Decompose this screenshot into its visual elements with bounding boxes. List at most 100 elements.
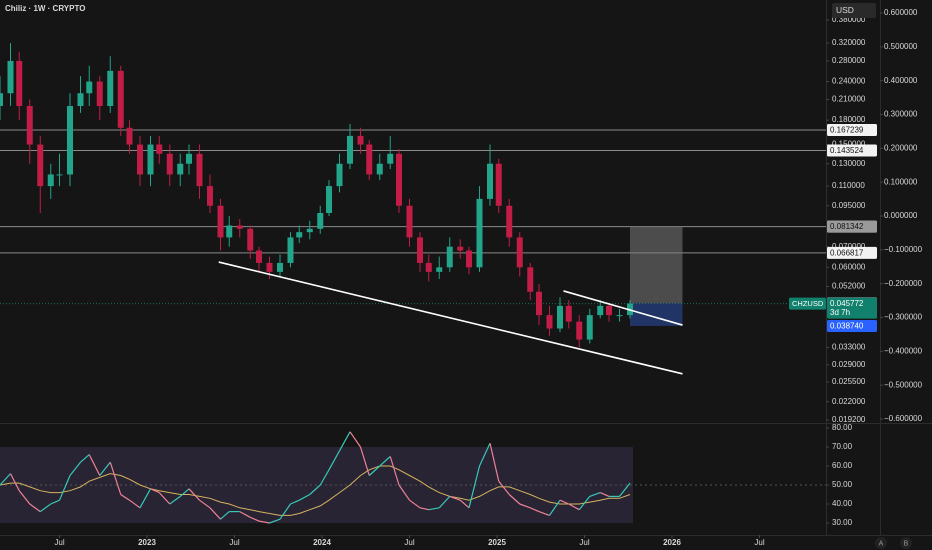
candle-body — [446, 246, 453, 268]
rsi-segment — [409, 499, 421, 509]
stop-tag-box — [827, 319, 877, 332]
candle-body — [296, 232, 303, 238]
rsi-segment — [309, 484, 321, 495]
rsi-segment — [279, 503, 291, 520]
candle-body — [86, 81, 93, 94]
rsi-segment — [578, 496, 591, 511]
y2-tick-label: −0.200000 — [884, 279, 923, 288]
rsi-segment — [120, 493, 130, 501]
x-tick-label: Jul — [404, 538, 414, 547]
candle-body — [107, 70, 114, 107]
currency[interactable]: USD — [836, 5, 854, 15]
candle-body — [156, 144, 163, 154]
currency-box[interactable] — [832, 3, 876, 18]
candle-body — [366, 144, 373, 175]
y2-tick-label: 0.300000 — [884, 110, 918, 119]
x-tick-label: Jul — [579, 538, 589, 547]
rsi-segment — [538, 511, 550, 516]
level-tag: 0.066817 — [830, 249, 864, 258]
candle-body — [277, 262, 283, 272]
candle-body — [196, 153, 203, 187]
candle-body — [177, 163, 184, 175]
candle-body — [186, 153, 192, 164]
rsi-segment — [368, 465, 381, 476]
rsi-segment — [379, 456, 391, 467]
rsi-segment — [88, 454, 101, 476]
y-tick-label: 0.150000 — [832, 140, 866, 149]
rsi-segment — [139, 488, 152, 509]
rsi-segment — [199, 499, 211, 509]
y2-tick-label: 0.600000 — [884, 8, 918, 17]
rsi-segment — [18, 490, 31, 505]
symbol-title: Chiliz · 1W · CRYPTO — [5, 4, 85, 13]
rsi-segment — [69, 461, 81, 476]
last-price: 0.045772 — [830, 299, 864, 308]
candle-body — [37, 144, 44, 187]
last-price-box — [827, 297, 877, 319]
candle-body — [47, 174, 54, 187]
candle-body — [236, 225, 243, 229]
footer-button-label[interactable]: A — [879, 540, 884, 547]
level-tag-box — [827, 144, 877, 157]
candle-body — [597, 305, 604, 316]
footer-button[interactable] — [875, 537, 887, 549]
rsi-segment — [58, 475, 71, 501]
rsi-segment — [150, 488, 160, 494]
y2-tick-label: −0.500000 — [884, 380, 923, 389]
rsi-segment — [158, 492, 171, 505]
y2-tick-label: −0.300000 — [884, 313, 923, 322]
trend-line — [563, 290, 683, 326]
candle-body — [527, 267, 534, 292]
footer-button-label[interactable]: B — [904, 540, 909, 547]
candle-body — [217, 205, 224, 238]
y-tick-label: 0.280000 — [832, 56, 866, 65]
rsi-tick-label: 50.00 — [832, 480, 853, 489]
rsi-segment — [519, 503, 531, 509]
rsi-segment — [220, 511, 230, 520]
rsi-segment — [29, 503, 41, 513]
rsi-segment — [559, 499, 569, 505]
y-tick-label: 0.033000 — [832, 343, 866, 352]
rsi-segment — [80, 454, 90, 463]
y2-tick-label: 0.400000 — [884, 76, 918, 85]
rsi-segment — [239, 511, 251, 518]
rsi-segment — [619, 482, 631, 497]
rsi-segment — [438, 495, 451, 509]
target-tag: 0.081342 — [830, 222, 864, 231]
x-tick-label: Jul — [754, 538, 764, 547]
y2-tick-label: 0.000000 — [884, 211, 918, 220]
candle-body — [56, 174, 63, 176]
x-tick-label: 2023 — [138, 538, 156, 547]
rsi-segment — [290, 499, 300, 505]
rsi-tick-label: 60.00 — [832, 461, 853, 470]
rsi-segment — [9, 473, 20, 491]
y2-tick-label: 0.200000 — [884, 143, 918, 152]
y-tick-label: 0.180000 — [832, 115, 866, 124]
y-tick-label: 0.052000 — [832, 282, 866, 291]
rsi-segment — [179, 488, 190, 497]
candle-body — [425, 262, 432, 272]
candle-body — [137, 144, 143, 175]
candle-body — [565, 305, 572, 322]
rsi-segment — [498, 480, 510, 495]
rsi-segment — [109, 462, 122, 495]
y-tick-label: 0.019200 — [832, 415, 866, 424]
rsi-segment — [468, 465, 481, 508]
footer-button[interactable] — [900, 537, 912, 549]
y2-tick-label: 0.100000 — [884, 177, 918, 186]
candle-body — [576, 321, 583, 340]
candle-body — [417, 237, 423, 263]
y-tick-label: 0.029000 — [832, 360, 866, 369]
rsi-segment — [129, 499, 141, 509]
level-tag: 0.143524 — [830, 146, 864, 155]
rsi-segment — [419, 507, 429, 511]
candle-body — [126, 127, 133, 145]
rsi-tick-label: 70.00 — [832, 442, 853, 451]
candle-body — [557, 305, 563, 329]
rsi-segment — [298, 493, 311, 501]
rsi-segment — [99, 461, 111, 476]
stop-zone — [630, 303, 683, 326]
stop-tag: 0.038740 — [830, 322, 864, 331]
candle-body — [306, 228, 313, 233]
